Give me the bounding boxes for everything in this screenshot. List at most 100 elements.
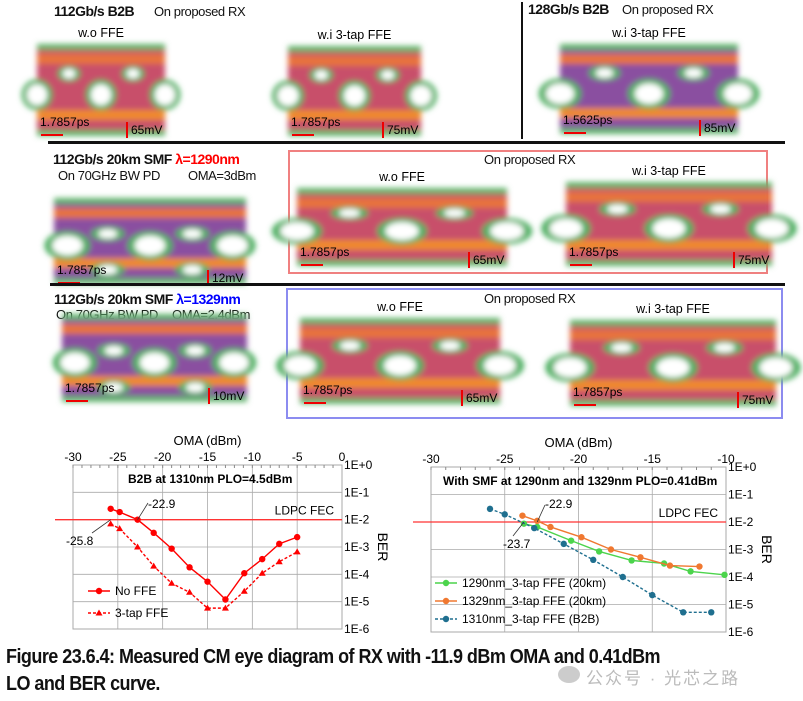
eye-label: w.i 3-tap FFE: [631, 164, 706, 178]
eye-opening: [656, 357, 690, 378]
fec-label: LDPC FEC: [659, 506, 719, 520]
voltage-scale-label: 75mV: [387, 123, 418, 137]
eye-label: w.i 3-tap FFE: [317, 28, 392, 42]
x-tick-label: -30: [64, 450, 82, 464]
time-scale-label: 1.7857ps: [303, 383, 352, 397]
eye-image: 1.5625ps 85mV w.i 3-tap FFE: [538, 26, 760, 136]
row3-title: 112Gb/s 20km SMF λ=1329nm: [54, 291, 241, 307]
row1-title: 112Gb/s B2B: [54, 3, 135, 19]
data-point: [150, 529, 157, 537]
eye-bottom-level: [560, 108, 738, 118]
eye-opening: [385, 222, 419, 241]
eye-bottom-level: [566, 240, 772, 250]
data-point: [186, 564, 193, 571]
eye-opening: [134, 235, 166, 256]
y-axis-label: BER: [759, 535, 775, 564]
x-tick-label: -20: [154, 450, 172, 464]
series-line: [110, 508, 298, 601]
eye-opening: [126, 68, 140, 79]
eye-image: 1.7857ps 75mV w.i 3-tap FFE: [545, 302, 801, 408]
eye-opening: [343, 85, 366, 107]
eye-diagram-1290-ffe: 1.7857ps 75mV w.i 3-tap FFE: [541, 164, 797, 268]
data-point: [107, 520, 115, 527]
eye-opening: [490, 222, 524, 241]
time-scale-label: 1.7857ps: [40, 115, 89, 129]
eye-pattern: [52, 314, 257, 402]
legend-marker: [442, 597, 450, 605]
eye-opening: [90, 84, 112, 106]
data-point: [107, 505, 114, 512]
voltage-scale-label: 65mV: [131, 123, 162, 137]
eye-opening: [104, 346, 124, 356]
x-tick-label: -25: [496, 452, 514, 466]
eye-opening: [62, 68, 76, 79]
annotation-arrow: [137, 502, 149, 520]
data-point: [607, 546, 615, 553]
eye-opening: [759, 357, 793, 378]
eye-opening: [723, 83, 753, 105]
y-tick-label: 1E+0: [344, 458, 373, 472]
legend-label: 1329nm_3-tap FFE (20km): [462, 594, 606, 608]
voltage-scale-label: 85mV: [704, 121, 735, 135]
divider: [521, 2, 523, 139]
eye-diagram-1290-pd: 1.7857ps 12mV: [44, 196, 256, 286]
eye-opening: [98, 229, 118, 239]
eye-opening: [484, 355, 516, 376]
eye-opening: [219, 352, 249, 373]
eye-opening: [410, 85, 432, 107]
eye-opening: [182, 265, 202, 275]
eye-opening: [139, 352, 170, 373]
eye-label: w.o FFE: [77, 26, 124, 40]
data-point: [619, 573, 626, 581]
eye-opening: [182, 229, 202, 239]
x-axis-label: OMA (dBm): [174, 433, 242, 448]
eye-image: 1.7857ps 65mV w.o FFE: [21, 26, 181, 138]
eye-opening: [634, 83, 664, 105]
x-tick-label: -15: [199, 450, 217, 464]
eye-opening: [652, 218, 686, 239]
annotation-arrow: [536, 504, 546, 523]
caption-line-1: Figure 23.6.4: Measured CM eye diagram o…: [6, 646, 661, 668]
eye-image: 1.7857ps 10mV: [52, 314, 257, 404]
eye-opening: [545, 83, 575, 105]
voltage-scale-label: 12mV: [212, 271, 243, 285]
data-point: [276, 540, 283, 548]
annotation-label: -23.7: [503, 537, 531, 551]
eye-opening: [104, 382, 124, 393]
eye-opening: [595, 68, 614, 78]
data-point: [293, 548, 301, 555]
x-tick-label: -30: [422, 452, 440, 466]
eye-image: 1.7857ps 75mV w.i 3-tap FFE: [272, 28, 437, 138]
eye-opening: [26, 84, 48, 106]
data-point: [240, 587, 248, 594]
y-tick-label: 1E-5: [728, 598, 754, 612]
eye-top-level: [300, 328, 500, 338]
voltage-scale-label: 75mV: [742, 393, 773, 407]
eye-bottom-level: [37, 110, 165, 120]
eye-bottom-level: [297, 240, 507, 250]
eye-image: 1.7857ps 65mV w.o FFE: [271, 170, 533, 268]
time-scale-label: 1.7857ps: [65, 381, 114, 395]
eye-opening: [185, 346, 205, 356]
eye-opening: [607, 204, 628, 214]
x-axis-label: OMA (dBm): [545, 435, 613, 450]
data-point: [637, 554, 644, 561]
x-tick-label: 0: [339, 450, 346, 464]
eye-pattern: [538, 44, 760, 134]
row3-title-text: 112Gb/s 20km SMF: [54, 291, 173, 307]
y-tick-label: 1E-4: [728, 570, 754, 584]
data-point: [680, 609, 687, 616]
data-point: [628, 557, 635, 564]
data-point: [578, 534, 585, 541]
voltage-scale-label: 10mV: [213, 389, 244, 403]
legend-label: 1310nm_3-tap FFE (B2B): [462, 612, 599, 626]
eye-opening: [154, 84, 176, 106]
legend-label: 1290nm_3-tap FFE (20km): [462, 576, 606, 590]
ber-chart-b2b: -30 -25 -20 -15 -10 -5 01E+0 1E-1 1E-2 1E-3 1E-4 1E…: [55, 433, 391, 636]
eye-opening: [384, 355, 416, 376]
eye-opening: [444, 208, 465, 218]
data-point: [222, 596, 229, 603]
eye-pattern: [272, 46, 437, 136]
annotation-arrow: [91, 519, 111, 534]
